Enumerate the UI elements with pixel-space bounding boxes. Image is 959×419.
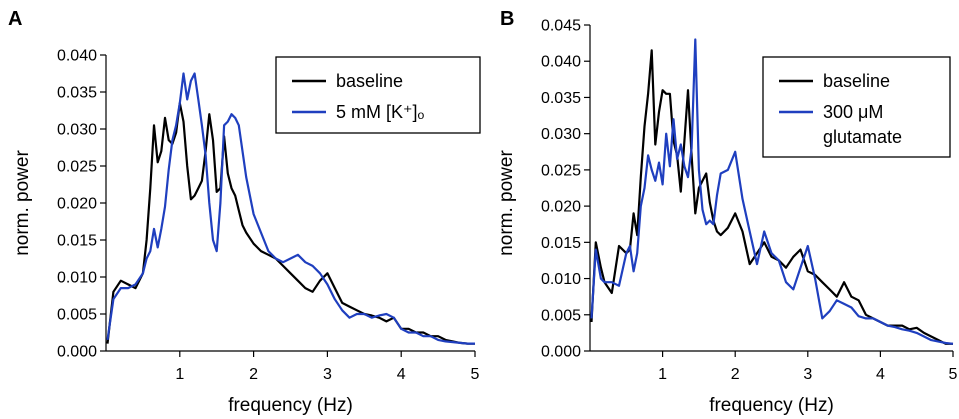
panel-letter: B xyxy=(500,8,514,30)
y-tick-label: 0.020 xyxy=(541,199,581,216)
y-tick-label: 0.035 xyxy=(541,90,581,107)
y-tick-label: 0.005 xyxy=(57,307,97,324)
chart-panel-b: B 0.000 0.005 0.010 0.015 0.020 0.025 0.030 0.03… xyxy=(496,8,958,416)
series-line-treatment xyxy=(106,72,475,345)
x-axis-label: frequency (Hz) xyxy=(228,395,353,416)
y-tick-label: 0.020 xyxy=(57,196,97,213)
y-tick-label: 0.045 xyxy=(541,18,581,35)
legend-label: baseline xyxy=(823,71,890,91)
y-tick-label: 0.015 xyxy=(541,235,581,252)
y-axis-label: norm. power xyxy=(12,150,33,256)
x-tick-label: 3 xyxy=(803,366,812,383)
legend-label: 300 μM glutamate xyxy=(823,102,902,147)
x-tick-label: 2 xyxy=(249,366,258,383)
legend-box xyxy=(762,56,951,158)
x-tick-label: 4 xyxy=(876,366,885,383)
y-tick-label: 0.030 xyxy=(541,126,581,143)
y-tick-label: 0.005 xyxy=(541,307,581,324)
y-axis-label: norm. power xyxy=(496,150,517,256)
y-tick-label: 0.000 xyxy=(57,344,97,361)
y-tick-label: 0.000 xyxy=(541,344,581,361)
y-tick-label: 0.010 xyxy=(541,271,581,288)
legend-label: 5 mM [K⁺]ₒ xyxy=(336,102,425,122)
y-tick-label: 0.025 xyxy=(57,159,97,176)
y-tick-label: 0.040 xyxy=(541,54,581,71)
y-tick-label: 0.010 xyxy=(57,270,97,287)
series-line-treatment xyxy=(590,38,954,345)
y-tick-label: 0.015 xyxy=(57,233,97,250)
panel-letter: A xyxy=(8,8,22,30)
legend-label: baseline xyxy=(336,71,403,91)
y-tick-label: 0.035 xyxy=(57,85,97,102)
y-tick-label: 0.040 xyxy=(57,48,97,65)
x-tick-label: 1 xyxy=(658,366,667,383)
x-tick-label: 3 xyxy=(323,366,332,383)
x-tick-label: 5 xyxy=(471,366,480,383)
x-tick-label: 5 xyxy=(949,366,958,383)
x-tick-label: 2 xyxy=(731,366,740,383)
legend: baseline 5 mM [K⁺]ₒ xyxy=(275,56,481,134)
y-tick-label: 0.030 xyxy=(57,122,97,139)
x-axis-label: frequency (Hz) xyxy=(709,395,834,416)
legend-box xyxy=(275,56,481,134)
y-tick-label: 0.025 xyxy=(541,162,581,179)
chart-panel-a: A 0.000 0.005 0.010 0.015 0.020 0.025 0.030 0.03… xyxy=(8,8,481,416)
legend: baseline 300 μM glutamate xyxy=(762,56,951,158)
x-tick-label: 1 xyxy=(175,366,184,383)
x-tick-label: 4 xyxy=(397,366,406,383)
